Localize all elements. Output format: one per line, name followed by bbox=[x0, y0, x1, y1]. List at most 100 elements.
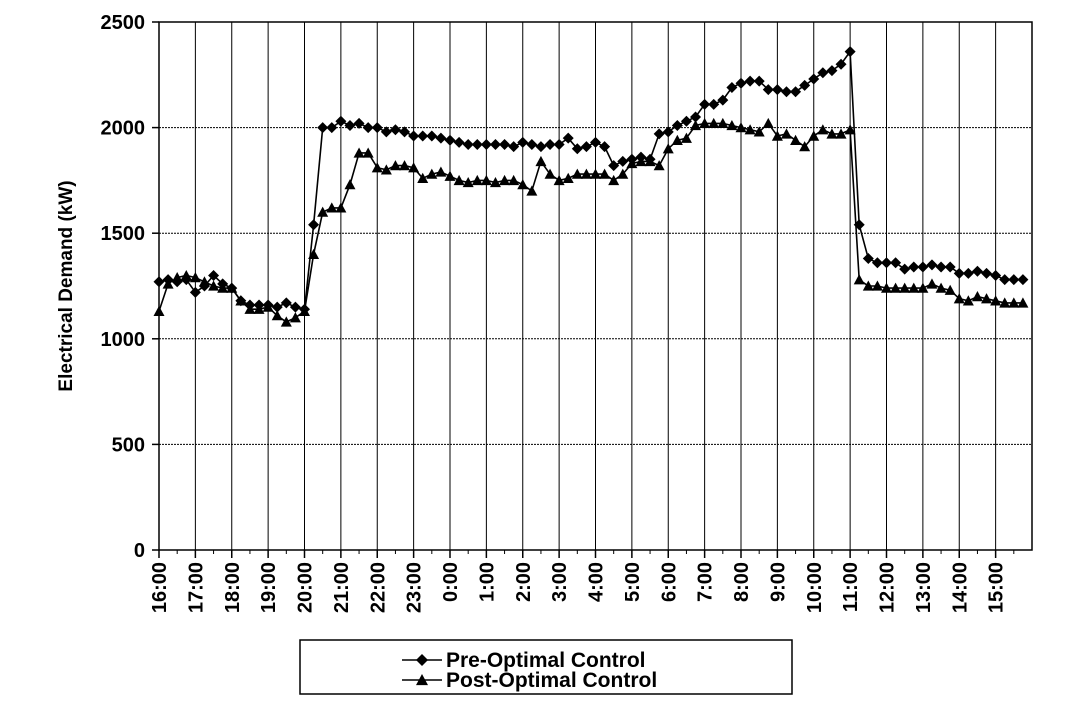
data-point bbox=[1008, 274, 1020, 286]
data-point bbox=[790, 86, 802, 98]
data-point bbox=[444, 134, 456, 146]
x-tick-label: 18:00 bbox=[222, 562, 244, 613]
data-point bbox=[471, 174, 483, 186]
y-tick-label: 2000 bbox=[101, 118, 146, 140]
data-point bbox=[362, 122, 374, 134]
data-point bbox=[244, 303, 256, 314]
data-point bbox=[508, 174, 520, 186]
data-point bbox=[908, 282, 920, 293]
data-point bbox=[817, 67, 829, 79]
data-point bbox=[189, 286, 201, 298]
data-point bbox=[908, 261, 920, 273]
x-tick-label: 13:00 bbox=[913, 562, 935, 613]
data-point bbox=[771, 84, 783, 96]
data-point bbox=[744, 124, 756, 135]
data-point bbox=[871, 257, 883, 269]
data-point bbox=[499, 138, 511, 150]
data-point bbox=[671, 119, 683, 131]
data-point bbox=[526, 138, 538, 150]
data-point bbox=[835, 58, 847, 70]
data-point bbox=[808, 130, 820, 141]
data-point bbox=[153, 276, 165, 288]
data-point bbox=[262, 301, 274, 312]
data-point bbox=[499, 174, 511, 186]
x-tick-label: 19:00 bbox=[258, 562, 280, 613]
x-tick-label: 7:00 bbox=[695, 562, 717, 602]
data-point bbox=[680, 132, 692, 143]
data-point bbox=[917, 282, 929, 293]
data-point bbox=[535, 141, 547, 153]
data-point bbox=[926, 278, 938, 289]
data-point bbox=[489, 177, 501, 188]
data-point bbox=[790, 134, 802, 145]
data-point bbox=[862, 280, 874, 291]
data-point bbox=[335, 115, 347, 127]
data-point bbox=[299, 305, 310, 317]
data-point bbox=[708, 98, 720, 110]
data-point bbox=[344, 119, 356, 131]
x-tick-label: 16:00 bbox=[149, 562, 171, 613]
x-tick-label: 20:00 bbox=[295, 562, 317, 613]
data-point bbox=[944, 284, 956, 295]
data-point bbox=[735, 122, 747, 133]
data-point bbox=[890, 257, 902, 269]
x-tick-label: 12:00 bbox=[877, 562, 899, 613]
x-tick-label: 21:00 bbox=[331, 562, 353, 613]
data-point bbox=[753, 75, 765, 87]
data-point bbox=[626, 158, 638, 169]
data-point bbox=[544, 138, 556, 150]
data-point bbox=[826, 128, 838, 139]
data-point bbox=[599, 141, 611, 153]
data-point bbox=[308, 248, 320, 259]
series-post-optimal bbox=[153, 117, 1029, 327]
data-point bbox=[326, 122, 338, 134]
data-point bbox=[699, 98, 711, 110]
x-tick-label: 3:00 bbox=[549, 562, 571, 602]
data-point bbox=[571, 143, 583, 155]
data-point bbox=[835, 128, 847, 139]
data-point bbox=[399, 126, 411, 138]
data-point bbox=[680, 115, 692, 127]
data-point bbox=[435, 132, 447, 144]
data-point bbox=[562, 172, 574, 183]
data-point bbox=[280, 297, 292, 309]
data-point bbox=[726, 119, 738, 131]
data-point bbox=[653, 128, 665, 140]
data-point bbox=[517, 179, 529, 190]
data-point bbox=[644, 155, 656, 167]
data-point bbox=[208, 269, 220, 281]
x-tick-label: 2:00 bbox=[513, 562, 535, 602]
data-point bbox=[935, 261, 947, 273]
data-point bbox=[408, 130, 420, 142]
data-point bbox=[990, 269, 1002, 281]
data-point bbox=[426, 168, 438, 179]
data-point bbox=[926, 259, 938, 271]
data-point bbox=[962, 267, 974, 279]
data-point bbox=[271, 310, 283, 321]
data-point bbox=[1017, 297, 1029, 308]
data-point bbox=[508, 141, 520, 153]
data-point bbox=[480, 174, 492, 186]
data-point bbox=[708, 117, 720, 129]
legend-label: Pre-Optimal Control bbox=[446, 649, 646, 672]
x-tick-label: 4:00 bbox=[586, 562, 608, 602]
data-point bbox=[198, 276, 210, 287]
data-point bbox=[899, 263, 911, 275]
data-point bbox=[981, 267, 993, 279]
data-point bbox=[971, 291, 983, 302]
data-point bbox=[717, 94, 729, 106]
data-point bbox=[617, 168, 629, 179]
data-point bbox=[808, 73, 820, 85]
data-point bbox=[953, 267, 965, 279]
data-point bbox=[517, 136, 529, 148]
series-pre-optimal bbox=[153, 46, 1029, 315]
data-point bbox=[999, 274, 1011, 286]
data-point bbox=[617, 155, 629, 167]
data-point bbox=[699, 117, 711, 129]
data-point bbox=[1008, 297, 1020, 308]
data-point bbox=[289, 312, 301, 323]
x-tick-label: 10:00 bbox=[804, 562, 826, 613]
data-point bbox=[471, 138, 483, 150]
data-point bbox=[871, 280, 883, 291]
